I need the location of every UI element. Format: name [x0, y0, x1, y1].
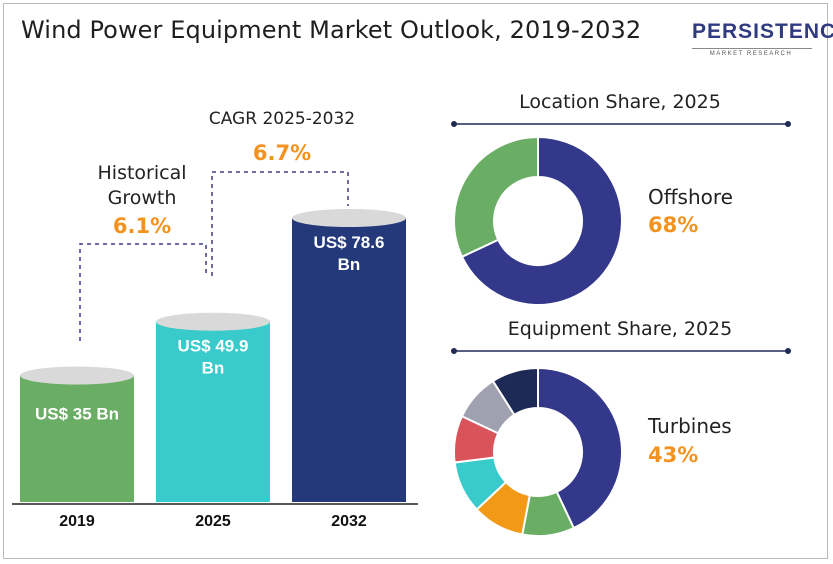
bar-2025 [156, 321, 270, 502]
historical-dashed-connector [79, 243, 207, 341]
bar-value-label: Bn [202, 359, 225, 378]
location-rule-dot-right [785, 121, 791, 127]
cagr-dashed-connector [211, 171, 349, 276]
x-tick-label: 2019 [59, 513, 95, 530]
x-tick-label: 2032 [331, 513, 367, 530]
location-share-title: Location Share, 2025 [519, 91, 721, 113]
bar-value-label: Bn [338, 255, 361, 274]
x-tick-label: 2025 [195, 513, 231, 530]
equipment-highlight-label: Turbines [647, 414, 732, 438]
logo-tagline: MARKET RESEARCH [709, 51, 793, 57]
bar-cap-2025 [156, 312, 270, 331]
historical-label-line2: Growth [108, 187, 177, 209]
location-share-panel: Location Share, 2025 Offshore 68% [451, 91, 791, 306]
historical-label-line1: Historical [98, 162, 187, 184]
brand-logo: PERSISTENCE MARKET RESEARCH [686, 16, 833, 60]
equipment-highlight-value: 43% [648, 443, 698, 467]
location-rule-dot-left [451, 121, 457, 127]
donut-slice-segment-6 [491, 366, 539, 417]
logo-wordmark: PERSISTENCE [692, 20, 833, 43]
bar-2019 [20, 375, 134, 502]
location-highlight-label: Offshore [648, 185, 733, 209]
page-title: Wind Power Equipment Market Outlook, 201… [21, 16, 642, 44]
equipment-share-title: Equipment Share, 2025 [508, 318, 732, 340]
equipment-donut [453, 366, 623, 537]
donut-slice-turbines [537, 366, 623, 530]
equipment-rule-dot-left [451, 348, 457, 354]
bar-value-label: US$ 49.9 [178, 337, 249, 356]
cagr-annotation: CAGR 2025-2032 6.7% [209, 109, 355, 276]
bar-2032 [292, 218, 406, 502]
cagr-value: 6.7% [253, 141, 311, 165]
location-highlight-value: 68% [648, 213, 698, 237]
logo-divider [692, 48, 812, 49]
bar-value-label: US$ 35 Bn [35, 405, 119, 424]
cagr-label: CAGR 2025-2032 [209, 109, 355, 129]
bar-cap-2019 [20, 366, 134, 385]
donut-slice-segment-1 [453, 135, 539, 259]
bar-chart: US$ 35 Bn 2019 US$ 49.9 Bn 2025 US$ 78.6 Bn 203… [12, 209, 418, 530]
bar-cap-2032 [292, 209, 406, 227]
equipment-rule-dot-right [785, 348, 791, 354]
historical-growth-annotation: Historical Growth 6.1% [79, 162, 207, 341]
historical-growth-value: 6.1% [113, 214, 171, 238]
equipment-share-panel: Equipment Share, 2025 Turbines 43% [451, 318, 791, 537]
location-donut [453, 135, 623, 306]
donut-slice-offshore [460, 135, 623, 306]
bar-value-label: US$ 78.6 [314, 233, 385, 252]
infographic-frame [3, 3, 828, 559]
